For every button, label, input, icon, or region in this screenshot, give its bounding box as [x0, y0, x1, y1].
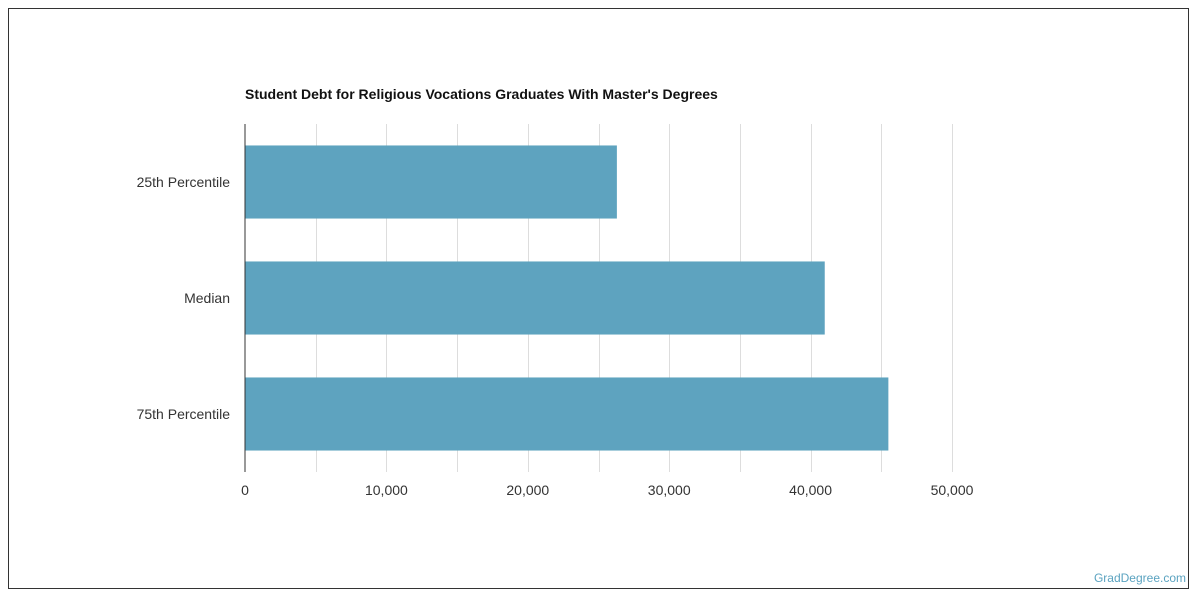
category-label: 25th Percentile — [137, 174, 231, 190]
x-tick-label: 50,000 — [931, 482, 974, 498]
x-tick-labels: 0 10,000 20,000 30,000 40,000 50,000 — [241, 482, 974, 498]
x-tick-label: 10,000 — [365, 482, 408, 498]
x-tick-label: 0 — [241, 482, 249, 498]
watermark-link[interactable]: GradDegree.com — [1093, 571, 1186, 585]
category-label: 75th Percentile — [137, 406, 231, 422]
x-tick-label: 20,000 — [506, 482, 549, 498]
bar — [245, 261, 825, 335]
category-label: Median — [184, 290, 230, 306]
bar — [245, 145, 617, 219]
bar — [245, 377, 889, 451]
chart-title: Student Debt for Religious Vocations Gra… — [245, 86, 718, 102]
bars — [245, 145, 889, 451]
x-tick-label: 30,000 — [648, 482, 691, 498]
category-labels: 25th Percentile Median 75th Percentile — [137, 174, 231, 422]
x-tick-label: 40,000 — [789, 482, 832, 498]
